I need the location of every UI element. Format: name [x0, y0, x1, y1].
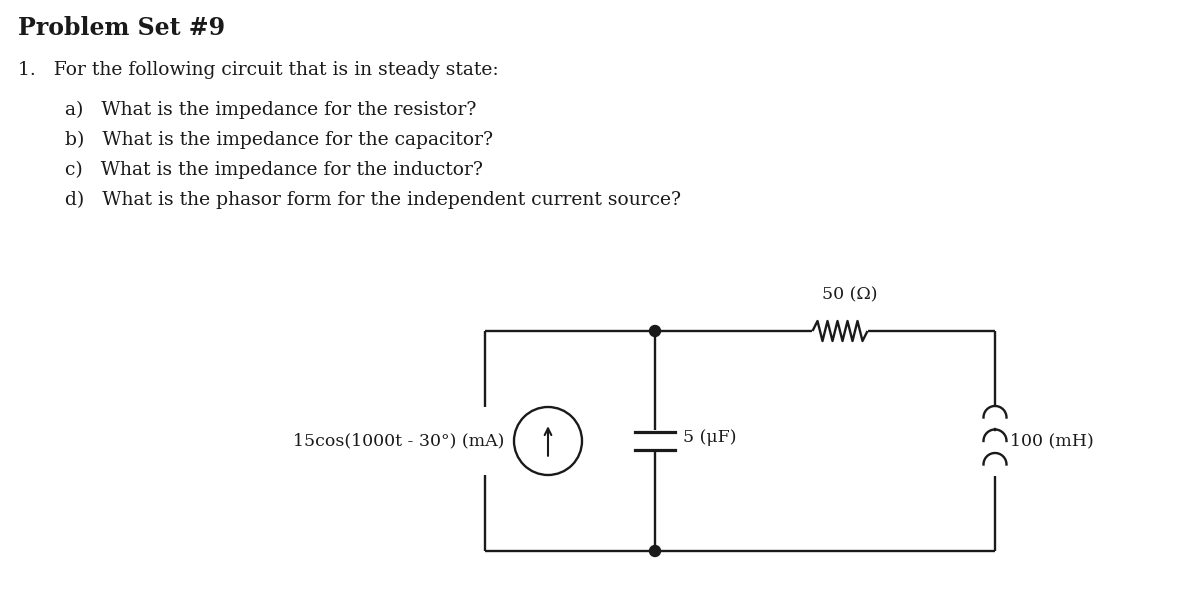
Text: d)   What is the phasor form for the independent current source?: d) What is the phasor form for the indep… — [65, 191, 681, 209]
Text: Problem Set #9: Problem Set #9 — [18, 16, 225, 40]
Text: a)   What is the impedance for the resistor?: a) What is the impedance for the resisto… — [65, 101, 476, 120]
Text: 5 (μF): 5 (μF) — [683, 430, 737, 446]
Text: 100 (mH): 100 (mH) — [1010, 433, 1094, 449]
Text: 50 (Ω): 50 (Ω) — [822, 286, 877, 303]
Circle shape — [650, 546, 660, 557]
Text: b)   What is the impedance for the capacitor?: b) What is the impedance for the capacit… — [65, 131, 493, 149]
Text: 1.   For the following circuit that is in steady state:: 1. For the following circuit that is in … — [18, 61, 499, 79]
Text: c)   What is the impedance for the inductor?: c) What is the impedance for the inducto… — [65, 161, 483, 179]
Circle shape — [650, 326, 660, 337]
Text: 15cos(1000t - 30°) (mA): 15cos(1000t - 30°) (mA) — [292, 433, 503, 449]
